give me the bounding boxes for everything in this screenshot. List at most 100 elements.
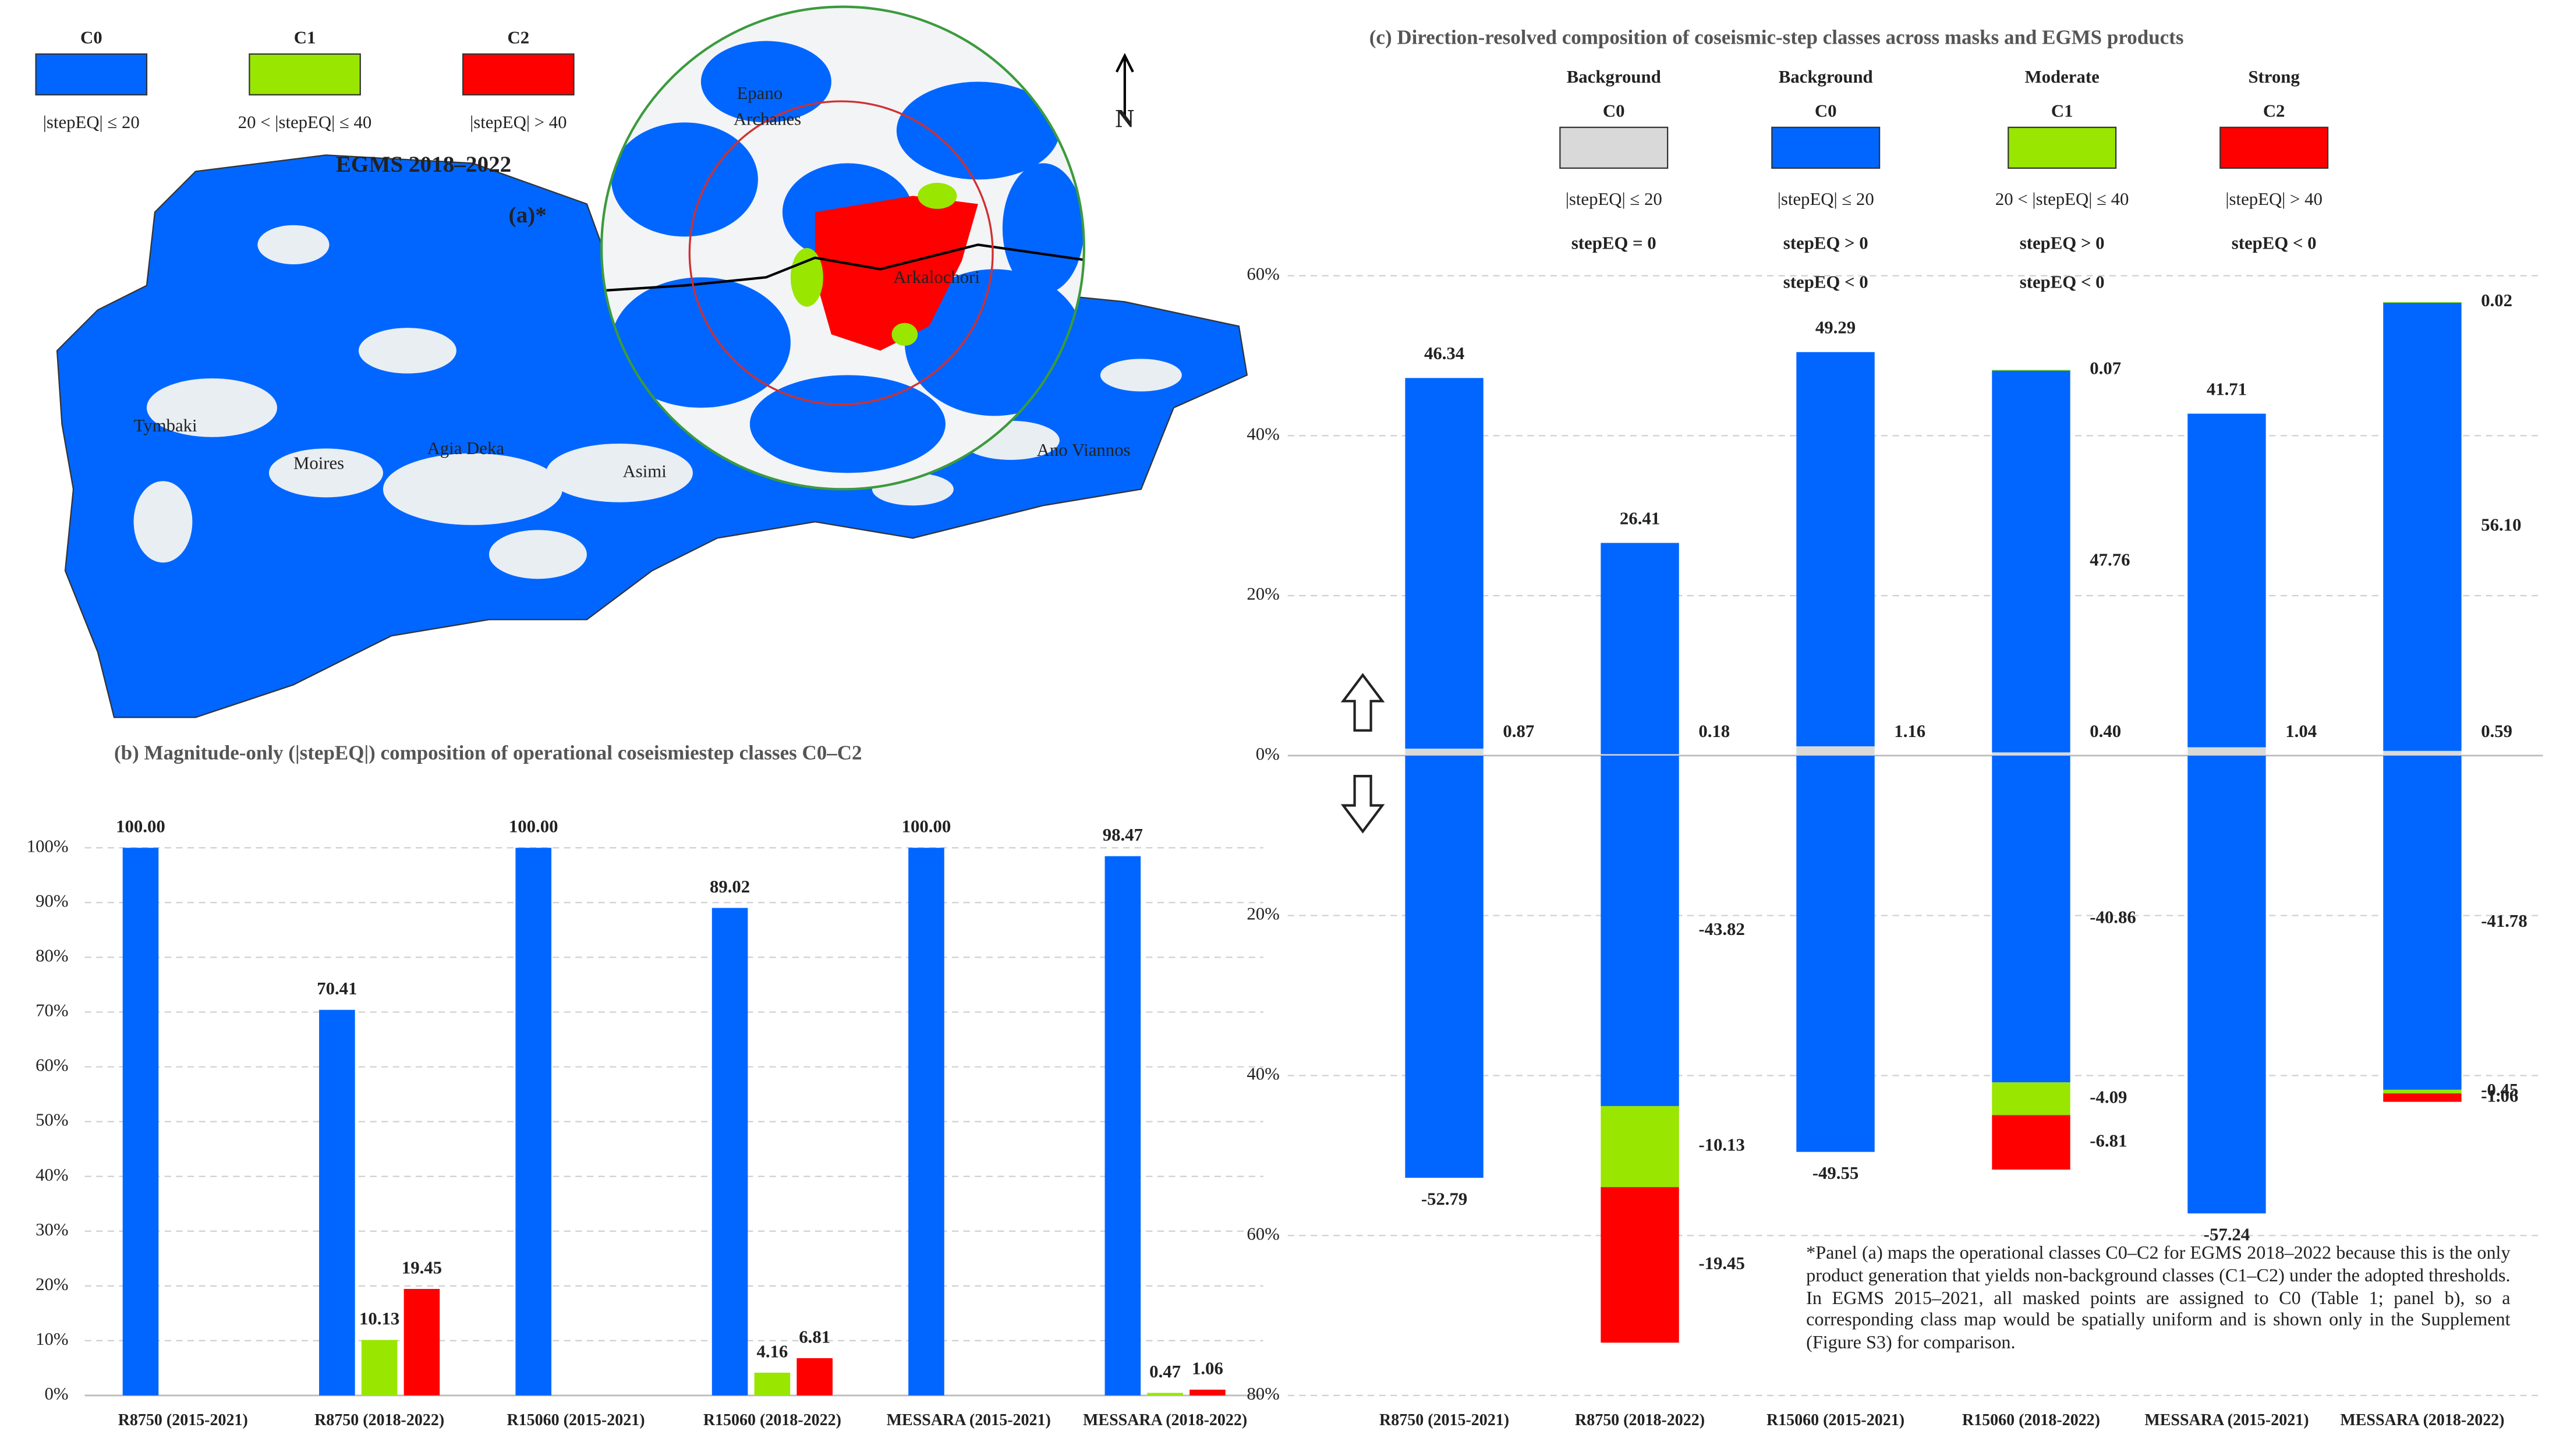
bar-segment (1601, 1187, 1679, 1343)
legend-sign: stepEQ = 0 (1571, 233, 1656, 253)
bar-segment (1601, 1106, 1679, 1188)
value-label: -57.24 (2204, 1225, 2250, 1245)
legend-label: C2 (508, 28, 530, 48)
legend-group: Background (1779, 67, 1873, 87)
bar-segment (2383, 302, 2462, 303)
legend-swatch (2219, 126, 2329, 169)
value-label: 46.34 (1424, 343, 1464, 363)
value-label: 100.00 (509, 817, 558, 837)
footnote: *Panel (a) maps the operational classes … (1806, 1244, 2511, 1354)
y-tick-label: 60% (36, 1055, 68, 1075)
value-label: -4.09 (2090, 1087, 2127, 1107)
value-label: 4.16 (756, 1341, 788, 1361)
bar-segment (2187, 413, 2266, 748)
legend-label: C1 (294, 28, 316, 48)
bar (1147, 1393, 1183, 1395)
y-tick-label: 20% (1247, 904, 1279, 924)
x-tick-label: MESSARA (2015-2021) (2144, 1411, 2309, 1429)
bar (403, 1289, 440, 1395)
x-tick-label: R8750 (2015-2021) (118, 1411, 248, 1429)
bar-segment (1601, 755, 1679, 1106)
value-label: 1.16 (1894, 721, 1925, 741)
legend-swatch (2008, 126, 2117, 169)
value-label: 6.81 (799, 1327, 830, 1347)
value-label: -0.45 (2481, 1080, 2518, 1100)
y-tick-label: 80% (1247, 1384, 1279, 1404)
place-label: Epano (737, 83, 783, 103)
value-label: -43.82 (1698, 919, 1745, 939)
place-label: Moires (293, 453, 344, 473)
chart-title: (b) Magnitude-only (|stepEQ|) compositio… (114, 742, 862, 764)
y-tick-label: 60% (1247, 1224, 1279, 1244)
legend-swatch (462, 53, 575, 95)
legend-label: C0 (1603, 101, 1625, 121)
y-tick-label: 90% (36, 891, 68, 911)
value-label: -10.13 (1698, 1135, 1745, 1155)
bar (1190, 1390, 1226, 1395)
x-tick-label: MESSARA (2018-2022) (1083, 1411, 1247, 1429)
value-label: 0.87 (1503, 721, 1534, 741)
value-label: 0.47 (1149, 1362, 1181, 1381)
legend-swatch (1771, 126, 1881, 169)
bar-segment (2383, 1093, 2462, 1102)
bar-segment (1992, 1082, 2070, 1115)
y-tick-label: 30% (36, 1220, 68, 1239)
bar-segment (1405, 755, 1484, 1178)
place-label: Archanes (734, 109, 801, 129)
x-tick-label: R8750 (2018-2022) (314, 1411, 444, 1429)
legend-description: 20 < |stepEQ| ≤ 40 (1995, 189, 2129, 209)
legend-group: Background (1567, 67, 1661, 87)
legend-label: C0 (1815, 101, 1837, 121)
down-arrow (1340, 774, 1385, 834)
bar-segment (1992, 752, 2070, 756)
bar-segment (1796, 755, 1875, 1152)
value-label: 0.07 (2090, 358, 2121, 378)
y-tick-label: 40% (36, 1165, 68, 1185)
value-label: 0.59 (2481, 721, 2512, 741)
legend-description: |stepEQ| > 40 (470, 112, 567, 132)
legend-swatch (35, 53, 148, 95)
bar-segment (2383, 755, 2462, 1090)
x-tick-label: R8750 (2015-2021) (1379, 1411, 1509, 1429)
bar (754, 1372, 791, 1395)
y-tick-label: 40% (1247, 424, 1279, 444)
bar (796, 1358, 833, 1395)
value-label: 1.06 (1192, 1358, 1223, 1378)
legend-sign: stepEQ < 0 (1783, 272, 1868, 292)
value-label: 56.10 (2481, 515, 2521, 534)
x-tick-label: R15060 (2015-2021) (1766, 1411, 1904, 1429)
bar-segment (2383, 750, 2462, 756)
value-label: 89.02 (710, 877, 750, 897)
bar (515, 848, 552, 1395)
value-label: -49.55 (1812, 1163, 1859, 1183)
y-tick-label: 20% (36, 1274, 68, 1294)
y-tick-label: 0% (45, 1384, 69, 1404)
legend-label: C2 (2263, 101, 2285, 121)
y-tick-label: 40% (1247, 1064, 1279, 1084)
x-tick-label: R15060 (2018-2022) (1962, 1411, 2100, 1429)
legend-label: C0 (80, 28, 102, 48)
x-tick-label: R15060 (2015-2021) (507, 1411, 645, 1429)
bar (711, 908, 748, 1395)
bar (319, 1009, 355, 1395)
north-label: N (1116, 104, 1134, 133)
legend-label: C1 (2051, 101, 2073, 121)
value-label: 47.76 (2090, 550, 2130, 569)
legend-group: Strong (2248, 67, 2300, 87)
legend-sign: stepEQ > 0 (1783, 233, 1868, 253)
value-label: 100.00 (116, 817, 165, 837)
x-tick-label: R8750 (2018-2022) (1575, 1411, 1705, 1429)
x-tick-label: MESSARA (2018-2022) (2340, 1411, 2504, 1429)
value-label: 49.29 (1815, 318, 1856, 338)
y-tick-label: 60% (1247, 264, 1279, 284)
bar-segment (1601, 543, 1679, 754)
note-box: *Panel (a) maps the operational classes … (1806, 1244, 2511, 1354)
value-label: 0.18 (1698, 721, 1730, 741)
bar-segment (1992, 370, 2070, 753)
value-label: 70.41 (317, 979, 357, 998)
inset (601, 6, 1084, 490)
bar-segment (1796, 746, 1875, 756)
bar-segment (2383, 302, 2462, 751)
value-label: 98.47 (1103, 825, 1143, 845)
